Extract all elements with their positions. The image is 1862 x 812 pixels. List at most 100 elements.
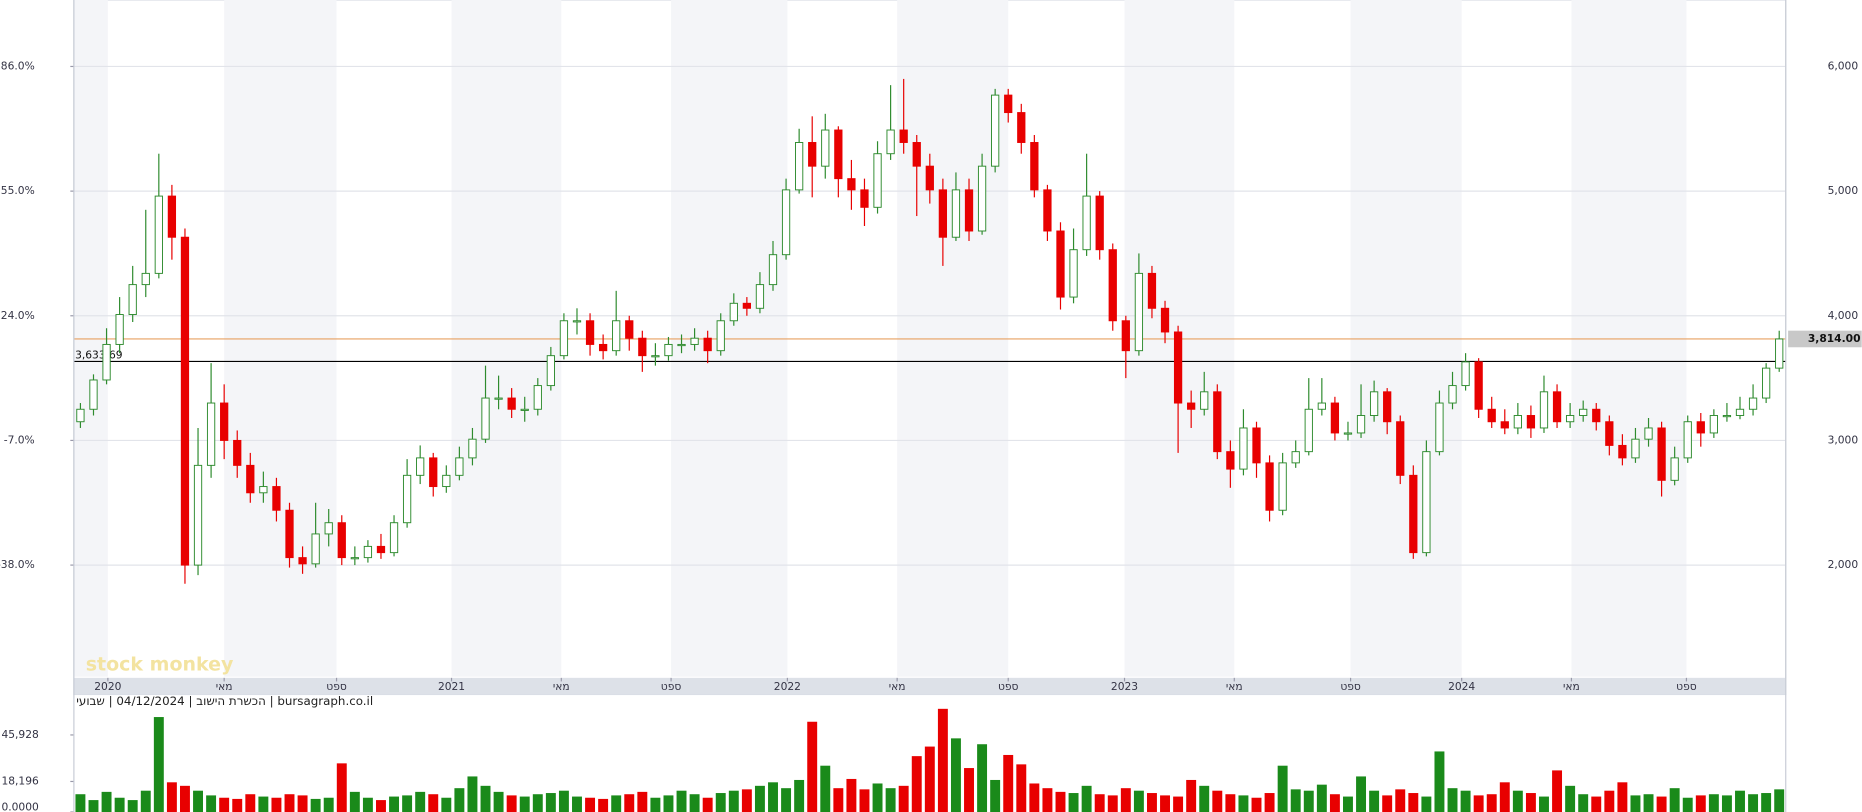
- candle-body: [494, 397, 503, 400]
- candle-body: [429, 457, 438, 488]
- volume-bar: [1434, 751, 1445, 812]
- volume-bar: [663, 795, 674, 812]
- volume-bar: [885, 788, 896, 812]
- volume-bar: [114, 797, 125, 812]
- volume-bar: [1120, 788, 1131, 812]
- candle-body: [886, 129, 895, 155]
- x-tick-label: מאי: [553, 680, 570, 693]
- reference-label: 3,633.69: [75, 348, 123, 361]
- volume-bar: [1382, 795, 1393, 812]
- band: [671, 0, 788, 677]
- band: [224, 0, 337, 677]
- volume-bar: [389, 796, 400, 812]
- volume-bar: [1042, 788, 1053, 812]
- candle-body: [1095, 195, 1104, 251]
- candle-body: [690, 337, 699, 345]
- candle-body: [664, 343, 673, 357]
- candle-body: [1173, 331, 1183, 404]
- volume-bar: [101, 791, 112, 812]
- candle-body: [1304, 408, 1313, 453]
- volume-bar: [1447, 788, 1458, 812]
- candle-body: [546, 355, 555, 387]
- candle-body: [1539, 391, 1549, 429]
- candle-body: [376, 545, 386, 554]
- volume-bar: [336, 763, 347, 812]
- volume-bar: [1081, 785, 1092, 812]
- x-tick-label: ספט: [661, 680, 682, 693]
- candle-body: [795, 142, 804, 191]
- candle-body: [585, 320, 595, 345]
- candle-body: [1213, 391, 1222, 453]
- volume-bar: [1068, 793, 1079, 812]
- candle-body: [964, 189, 974, 232]
- candle-body: [1082, 195, 1091, 251]
- x-tick-label: 2023: [1111, 680, 1138, 693]
- candle-body: [1369, 391, 1379, 416]
- candle-body: [1474, 361, 1483, 410]
- candle-body: [742, 302, 752, 309]
- candle-body: [128, 284, 137, 315]
- volume-bar: [1029, 783, 1040, 812]
- candle-body: [1160, 307, 1170, 333]
- candle-body: [1422, 451, 1431, 554]
- volume-bar: [206, 795, 217, 812]
- candle-body: [1356, 415, 1366, 434]
- candle-body: [951, 189, 961, 238]
- candle-body: [1605, 421, 1614, 446]
- candle-body: [1722, 415, 1732, 418]
- band: [73, 0, 108, 677]
- volume-bar: [1578, 794, 1589, 812]
- volume-bar: [781, 788, 792, 812]
- volume-bar: [532, 794, 543, 812]
- volume-bar: [1774, 789, 1785, 812]
- candle-body: [1683, 421, 1692, 459]
- volume-bar: [232, 798, 243, 812]
- candle-body: [1696, 421, 1705, 434]
- volume-bar: [1617, 782, 1628, 812]
- volume-bar: [598, 798, 609, 812]
- candle-body: [167, 195, 177, 238]
- candle-body: [1108, 249, 1117, 322]
- volume-bar: [676, 790, 687, 812]
- volume-bar: [1133, 790, 1144, 812]
- volume-bar: [493, 791, 504, 812]
- candle-body: [1187, 402, 1196, 410]
- candle-body: [1709, 415, 1718, 434]
- volume-bar: [1473, 795, 1484, 812]
- candle-body: [847, 178, 856, 191]
- volume-bar: [1761, 793, 1772, 812]
- candle-body: [402, 474, 412, 524]
- x-tick-label: מאי: [1226, 680, 1243, 693]
- candle-body: [455, 457, 464, 476]
- candle-body: [598, 343, 608, 352]
- candle-body: [729, 302, 738, 322]
- volume-bar: [950, 738, 961, 812]
- volume-bar: [741, 789, 752, 812]
- candle-body: [416, 457, 425, 476]
- candle-body: [1226, 451, 1235, 470]
- volume-bar: [519, 796, 530, 812]
- volume-bar: [1669, 788, 1680, 812]
- volume-bar: [872, 783, 883, 812]
- candle-body: [141, 272, 150, 286]
- volume-bar: [219, 797, 230, 812]
- volume-bar: [1160, 795, 1170, 812]
- volume-bar: [1525, 793, 1536, 812]
- y-tick-label: 4,000: [1828, 309, 1859, 322]
- volume-bar: [1369, 790, 1380, 812]
- y2-tick-label: -7.0%: [4, 433, 35, 446]
- candle-body: [285, 509, 294, 559]
- volume-bar: [1395, 789, 1406, 812]
- volume-bar: [754, 785, 765, 812]
- candle-body: [193, 464, 203, 566]
- volume-bar: [1107, 795, 1118, 812]
- volume-bar: [1251, 797, 1262, 812]
- candle-body: [834, 129, 843, 180]
- candle-body: [1618, 444, 1627, 459]
- volume-bar: [1303, 790, 1314, 812]
- volume-bar: [454, 788, 465, 812]
- volume-bar: [820, 765, 831, 812]
- candle-body: [272, 486, 281, 511]
- volume-bar: [715, 793, 726, 812]
- volume-bar: [1695, 795, 1706, 812]
